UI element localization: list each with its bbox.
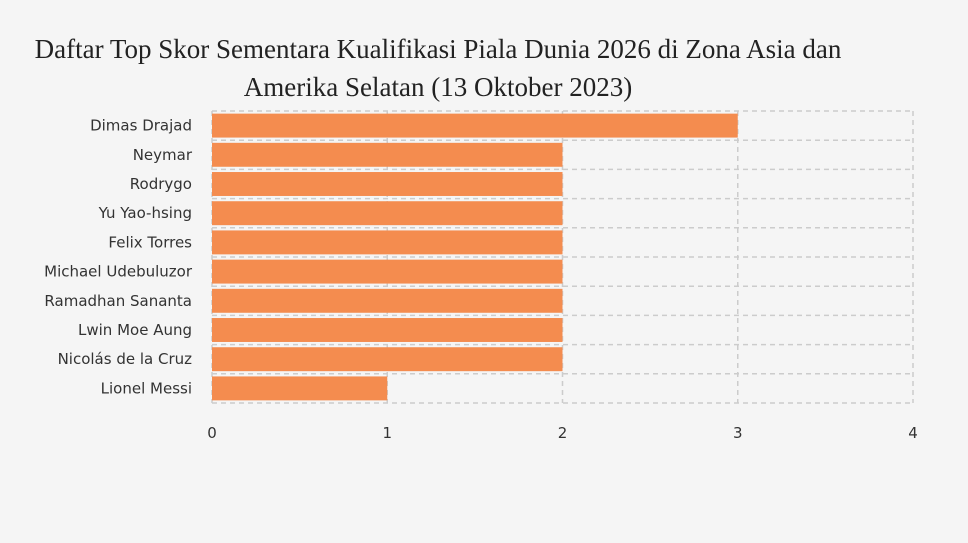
x-axis-ticks: 0 1 2 3 4 (207, 424, 918, 442)
chart-title-line-1: Daftar Top Skor Sementara Kualifikasi Pi… (34, 34, 842, 64)
bar-4 (212, 230, 563, 255)
category-labels: Dimas Drajad Neymar Rodrygo Yu Yao-hsing Fel… (44, 117, 193, 398)
x-tick-label-1: 1 (382, 424, 392, 442)
x-tick-label-3: 3 (733, 424, 743, 442)
category-label-2: Rodrygo (130, 175, 192, 193)
bar-0 (212, 113, 738, 138)
category-label-1: Neymar (133, 146, 193, 164)
category-label-9: Lionel Messi (101, 379, 192, 397)
category-label-0: Dimas Drajad (90, 117, 192, 135)
bar-7 (212, 318, 563, 342)
category-label-5: Michael Udebuluzor (44, 263, 193, 281)
bar-8 (212, 347, 563, 372)
bar-2 (212, 172, 563, 196)
bar-9 (212, 376, 388, 401)
chart-title-line-2: Amerika Selatan (13 Oktober 2023) (243, 72, 633, 102)
bar-1 (212, 142, 563, 167)
x-tick-label-2: 2 (558, 424, 568, 442)
category-label-6: Ramadhan Sananta (44, 292, 192, 310)
x-tick-label-0: 0 (207, 424, 217, 442)
bar-5 (212, 259, 563, 284)
category-label-7: Lwin Moe Aung (78, 321, 192, 339)
bar-6 (212, 288, 563, 313)
category-label-3: Yu Yao-hsing (98, 204, 192, 222)
x-tick-label-4: 4 (908, 424, 918, 442)
category-label-8: Nicolás de la Cruz (58, 350, 193, 368)
bar-layer (212, 113, 738, 401)
chart-title: Daftar Top Skor Sementara Kualifikasi Pi… (0, 30, 876, 106)
category-label-4: Felix Torres (108, 233, 192, 251)
bar-3 (212, 201, 563, 226)
